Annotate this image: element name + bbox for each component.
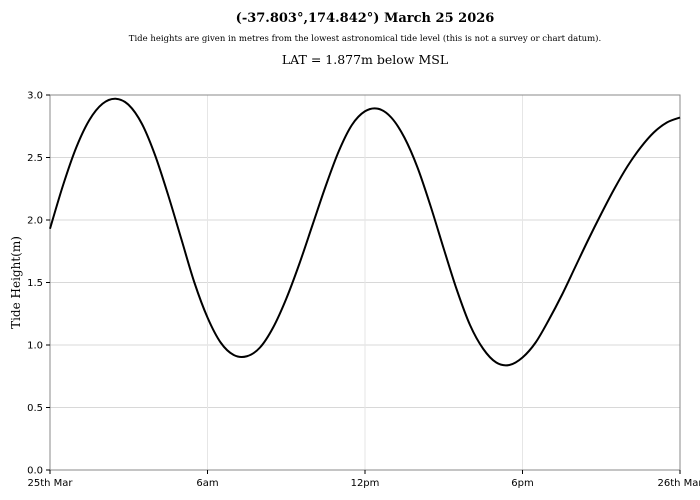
y-tick-label: 0.5 xyxy=(27,403,43,414)
x-tick-label: 25th Mar xyxy=(27,478,73,489)
y-tick-label: 0.0 xyxy=(27,466,43,477)
y-tick-label: 2.0 xyxy=(27,216,43,227)
x-tick-label: 12pm xyxy=(351,478,380,489)
y-tick-label: 2.5 xyxy=(27,153,43,164)
x-tick-label: 6pm xyxy=(511,478,533,489)
chart-title: (-37.803°,174.842°) March 25 2026 xyxy=(235,11,495,26)
x-tick-label: 26th Mar xyxy=(657,478,700,489)
y-tick-label: 3.0 xyxy=(27,91,43,102)
tide-series-line xyxy=(49,97,681,367)
y-tick-label: 1.5 xyxy=(27,278,43,289)
grid-lines xyxy=(49,94,681,471)
chart-subtitle: Tide heights are given in metres from th… xyxy=(128,34,602,44)
y-axis-title: Tide Height(m) xyxy=(9,236,23,329)
x-tick-label: 6am xyxy=(196,478,218,489)
y-tick-label: 1.0 xyxy=(27,341,43,352)
axis-ticks: 0.0 0.5 1.0 1.5 2.0 2.5 3.0 25th Mar 6am 12pm 6pm 2… xyxy=(27,91,700,490)
lat-note: LAT = 1.877m below MSL xyxy=(281,52,449,67)
